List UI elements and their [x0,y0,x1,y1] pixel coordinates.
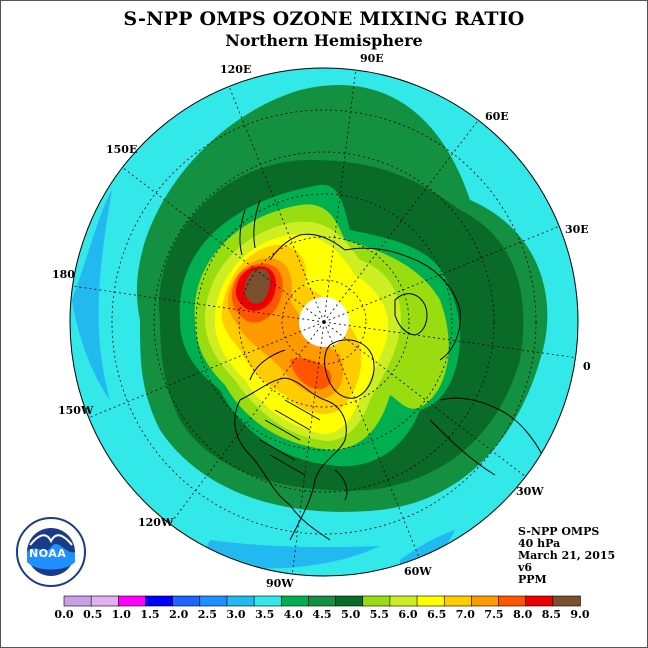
colorbar-swatch [172,595,201,607]
ozone-band-9-0 [244,268,271,304]
colorbar-swatch [525,595,554,607]
colorbar-swatch [63,595,92,607]
colorbar-swatch [145,595,174,607]
noaa-logo [16,517,86,587]
colorbar-swatch [308,595,337,607]
colorbar-tick-label: 5.5 [369,608,389,621]
colorbar-tick-label: 0.0 [54,608,74,621]
map-subtitle: Northern Hemisphere [225,31,423,50]
coastlines [234,199,546,541]
lon-label-180: 180 [52,268,75,281]
colorbar-tick-label: 1.0 [111,608,131,621]
latitude-circles [111,109,537,535]
colorbar-tick-label: 4.0 [283,608,303,621]
colorbar-swatch [471,595,500,607]
info-date: March 21, 2015 [518,549,616,562]
info-units: PPM [518,573,547,586]
colorbar-swatch [552,595,581,607]
info-instrument: S-NPP OMPS [518,525,600,538]
colorbar-swatch [362,595,391,607]
lon-label-90e: 90E [360,52,384,65]
colorbar-tick-label: 6.0 [398,608,418,621]
lon-label-60e: 60E [485,110,509,123]
lon-label-150e: 150E [106,143,138,156]
map-boundary [69,67,579,577]
lon-label-90w: 90W [266,577,294,590]
colorbar-tick-label: 2.0 [169,608,189,621]
colorbar-tick-label: 3.5 [255,608,275,621]
colorbar-tick-label: 2.5 [197,608,217,621]
colorbar-swatch [416,595,446,607]
colorbar-swatch [389,595,418,607]
colorbar-tick-label: 9.0 [570,608,590,621]
colorbar-swatch [443,595,473,607]
lon-label-120e: 120E [220,63,252,76]
colorbar-swatch [118,595,147,607]
colorbar-tick-label: 0.5 [83,608,103,621]
ozone-band-8-0-b [290,358,332,390]
colorbar-swatch [199,595,228,607]
colorbar [63,595,581,607]
colorbar-swatch [253,595,283,607]
colorbar-tick-label: 7.5 [484,608,504,621]
meridians [71,68,578,576]
lon-label-60w: 60W [404,565,432,578]
lon-label-120w: 120W [138,516,174,529]
colorbar-swatch [335,595,364,607]
colorbar-tick-label: 4.5 [312,608,332,621]
colorbar-swatch [280,595,310,607]
info-version: v6 [518,561,533,574]
colorbar-tick-label: 8.5 [541,608,561,621]
colorbar-tick-label: 6.5 [427,608,447,621]
lon-label-0: 0 [583,360,591,373]
ozone-patch-low-w [72,190,112,400]
noaa-logo-text: NOAA [29,547,67,560]
colorbar-swatch [90,595,120,607]
colorbar-swatch [226,595,255,607]
lon-label-30e: 30E [565,223,589,236]
ozone-patch-low-s [200,540,380,569]
colorbar-tick-label: 5.0 [341,608,361,621]
info-level: 40 hPa [518,537,561,550]
colorbar-swatch [498,595,527,607]
colorbar-tick-label: 7.0 [455,608,475,621]
lon-label-30w: 30W [516,485,544,498]
colorbar-tick-label: 1.5 [140,608,160,621]
colorbar-tick-label: 3.0 [226,608,246,621]
colorbar-tick-label: 8.0 [513,608,533,621]
map-title: S-NPP OMPS OZONE MIXING RATIO [123,8,525,30]
lon-label-150w: 150W [58,404,94,417]
